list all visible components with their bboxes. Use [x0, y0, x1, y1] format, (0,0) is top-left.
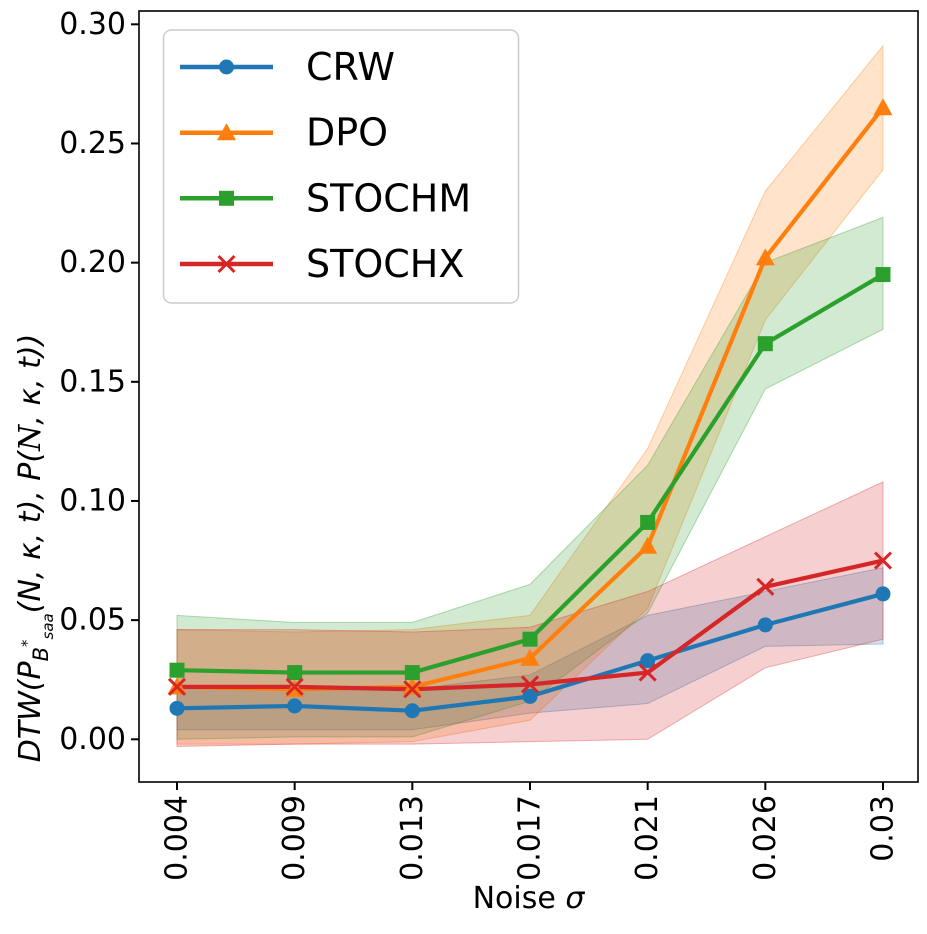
marker-square: [757, 336, 773, 352]
y-tick-label: 0.05: [59, 603, 126, 638]
x-tick-label: 0.026: [748, 795, 783, 881]
marker-circle: [757, 617, 773, 633]
y-tick-label: 0.15: [59, 364, 126, 399]
legend-item-CRW: CRW: [180, 45, 395, 89]
legend-item-DPO: DPO: [180, 111, 388, 155]
marker-x: [167, 677, 187, 696]
series-markers-CRW: [169, 586, 891, 719]
legend-label: STOCHM: [306, 176, 471, 220]
plot-border: [138, 10, 919, 783]
legend-label: STOCHX: [306, 242, 464, 286]
y-axis-label: DTW(PB*saa(N, κ, t), P(N, κ, t)): [13, 334, 57, 763]
marker-circle: [875, 586, 891, 602]
legend-item-STOCHX: STOCHX: [180, 242, 464, 286]
marker-square: [875, 267, 891, 283]
marker-square: [640, 514, 656, 530]
legend-label: DPO: [306, 111, 388, 155]
marker-square: [169, 662, 185, 678]
marker-x: [756, 577, 775, 596]
marker-circle: [219, 59, 234, 75]
x-tick-label: 0.004: [160, 795, 195, 881]
series-band-STOCHX: [176, 481, 884, 747]
marker-circle: [404, 703, 420, 719]
legend: CRW DPO STOCHM STOCHX: [162, 29, 520, 304]
marker-x: [873, 551, 893, 570]
legend-box: [162, 29, 520, 304]
legend-label: CRW: [306, 45, 395, 89]
series-markers-STOCHM: [169, 267, 891, 681]
marker-triangle: [638, 536, 658, 554]
marker-x: [520, 675, 540, 694]
y-tick-label: 0.20: [59, 245, 126, 280]
x-tick-label: 0.013: [395, 795, 430, 881]
x-tick-label: 0.03: [866, 795, 901, 862]
marker-triangle: [402, 677, 422, 695]
marker-square: [522, 631, 538, 647]
marker-x: [217, 254, 236, 274]
y-tick-label: 0.25: [59, 126, 126, 161]
x-tick-label: 0.017: [513, 795, 548, 881]
marker-square: [404, 665, 420, 681]
marker-triangle: [520, 648, 540, 666]
marker-circle: [522, 688, 538, 704]
marker-circle: [287, 698, 303, 714]
marker-triangle: [217, 123, 236, 141]
marker-square: [219, 190, 234, 206]
marker-circle: [640, 653, 656, 669]
legend-item-STOCHM: STOCHM: [180, 176, 471, 220]
marker-x: [285, 677, 304, 696]
x-tick-label: 0.021: [630, 795, 665, 881]
marker-circle: [169, 700, 185, 716]
marker-x: [638, 663, 657, 682]
y-tick-label: 0.00: [59, 722, 126, 757]
x-tick-label: 0.009: [277, 795, 312, 881]
series-band-DPO: [176, 44, 884, 745]
marker-triangle: [873, 98, 893, 116]
series-markers-STOCHX: [167, 551, 893, 699]
marker-triangle: [755, 248, 775, 266]
y-tick-label: 0.10: [59, 483, 126, 518]
marker-x: [403, 680, 422, 699]
y-tick-label: 0.30: [59, 7, 126, 42]
marker-square: [287, 665, 303, 681]
x-axis-label: Noise σ: [473, 881, 586, 916]
